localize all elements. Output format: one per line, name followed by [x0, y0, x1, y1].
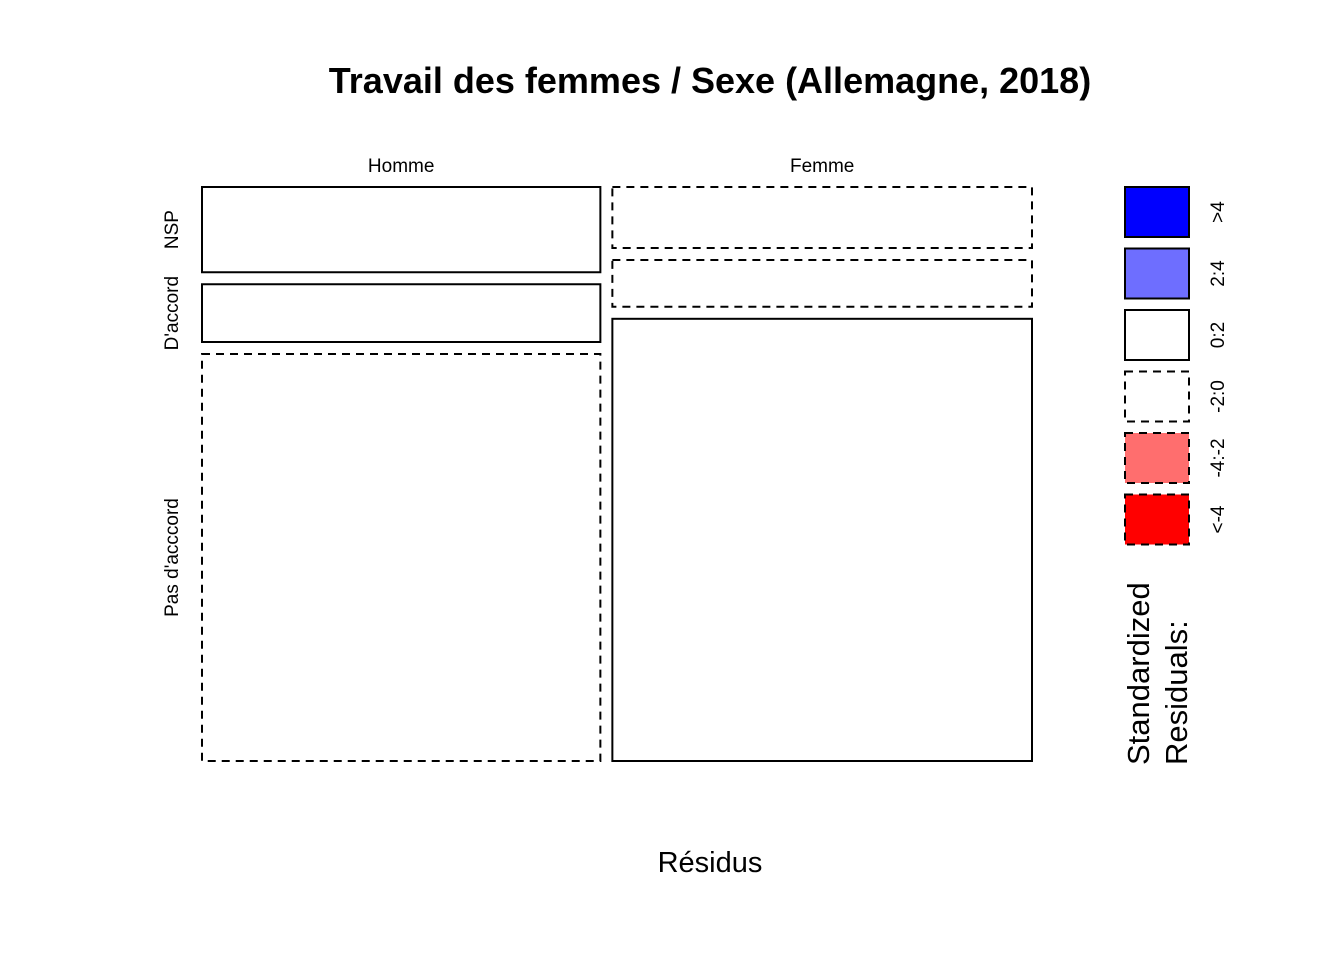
tile-homme-nsp — [201, 186, 602, 274]
legend-swatch-0 — [1124, 186, 1190, 238]
row-label-pas-d-acccord: Pas d'acccord — [162, 498, 183, 617]
legend-label-4: -4:-2 — [1208, 438, 1229, 477]
legend: >4 2:4 0:2 -2:0 -4:-2 <-4 Standardized Residual… — [1121, 186, 1229, 765]
legend-label-5: <-4 — [1208, 505, 1229, 533]
legend-swatch-5 — [1124, 493, 1190, 546]
legend-title-line-1: Standardized — [1121, 582, 1156, 765]
tile-femme-pas-d-acccord — [611, 317, 1034, 762]
tile-homme-d-accord — [201, 283, 602, 343]
legend-label-1: 2:4 — [1208, 260, 1229, 287]
legend-label-0: >4 — [1208, 201, 1229, 223]
mosaic-area: Homme NSP D'accord Pas d'acccord Femme — [162, 156, 1034, 762]
legend-title-line-2: Residuals: — [1159, 620, 1194, 765]
tile-homme-pas-d-acccord — [201, 353, 602, 762]
legend-label-3: -2:0 — [1208, 380, 1229, 413]
chart-title: Travail des femmes / Sexe (Allemagne, 20… — [329, 60, 1091, 101]
row-label-d-accord: D'accord — [162, 276, 183, 350]
legend-label-2: 0:2 — [1208, 322, 1229, 348]
column-label-homme: Homme — [368, 156, 435, 177]
legend-swatch-4 — [1124, 432, 1190, 484]
tile-femme-d-accord — [611, 259, 1034, 308]
legend-swatch-1 — [1124, 247, 1190, 300]
legend-swatch-3 — [1124, 370, 1190, 423]
x-axis-label: Résidus — [658, 847, 763, 879]
row-label-nsp: NSP — [162, 210, 183, 249]
column-label-femme: Femme — [790, 156, 854, 177]
legend-swatch-2 — [1124, 309, 1190, 361]
tile-femme-nsp — [611, 186, 1034, 250]
